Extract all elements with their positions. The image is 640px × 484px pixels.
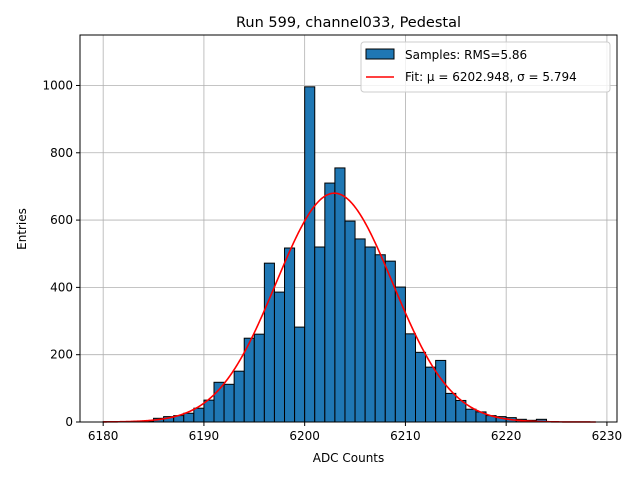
- histogram-bar: [224, 384, 234, 422]
- histogram-bar: [415, 352, 425, 422]
- y-axis: 0 200 400 600 800 1000: [42, 78, 80, 429]
- histogram-bar: [214, 382, 224, 422]
- histogram-bar: [184, 413, 194, 422]
- histogram-bar: [436, 360, 446, 422]
- y-axis-label: Entries: [15, 208, 29, 250]
- bars: [103, 87, 546, 422]
- x-axis: 6180 6190 6200 6210 6220 6230: [88, 422, 622, 443]
- histogram-bar: [194, 408, 204, 422]
- legend-swatch-samples: [366, 49, 394, 59]
- y-tick-label: 600: [50, 213, 73, 227]
- histogram-bar: [345, 221, 355, 422]
- x-tick-label: 6190: [189, 429, 220, 443]
- histogram-bar: [446, 393, 456, 422]
- histogram-bar: [335, 168, 345, 422]
- y-tick-label: 400: [50, 280, 73, 294]
- histogram-bar: [315, 247, 325, 422]
- x-tick-label: 6180: [88, 429, 119, 443]
- legend: Samples: RMS=5.86 Fit: μ = 6202.948, σ =…: [361, 42, 610, 92]
- chart-title: Run 599, channel033, Pedestal: [236, 15, 461, 31]
- y-tick-label: 0: [65, 415, 73, 429]
- histogram-bar: [365, 247, 375, 422]
- histogram-bar: [274, 292, 284, 422]
- x-tick-label: 6220: [491, 429, 522, 443]
- legend-label-fit: Fit: μ = 6202.948, σ = 5.794: [405, 70, 577, 84]
- histogram-bar: [355, 239, 365, 422]
- histogram-bar: [285, 248, 295, 422]
- x-tick-label: 6200: [289, 429, 320, 443]
- x-tick-label: 6210: [390, 429, 421, 443]
- y-tick-label: 1000: [42, 78, 73, 92]
- y-tick-label: 200: [50, 348, 73, 362]
- x-axis-label: ADC Counts: [313, 451, 385, 465]
- histogram-bar: [295, 327, 305, 422]
- histogram-bar: [264, 263, 274, 422]
- histogram-bar: [375, 255, 385, 422]
- histogram-bar: [254, 334, 264, 422]
- histogram-bar: [405, 334, 415, 422]
- histogram-bar: [426, 367, 436, 422]
- histogram-bar: [325, 183, 335, 422]
- histogram-bar: [234, 371, 244, 422]
- x-tick-label: 6230: [592, 429, 623, 443]
- histogram-bar: [466, 409, 476, 422]
- histogram-bar: [204, 400, 214, 422]
- legend-label-samples: Samples: RMS=5.86: [405, 48, 527, 62]
- histogram-bar: [395, 287, 405, 422]
- histogram-bar: [305, 87, 315, 422]
- y-tick-label: 800: [50, 146, 73, 160]
